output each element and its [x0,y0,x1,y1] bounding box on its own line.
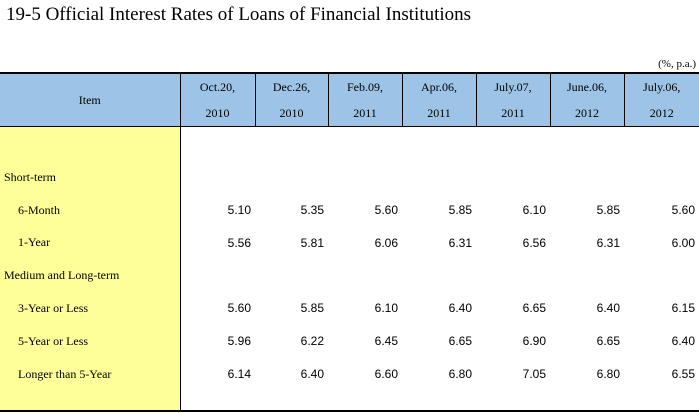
bottom-row [0,390,699,412]
item-header: Item [0,72,181,127]
rate-cell: 5.85 [300,301,324,316]
row-label: 3-Year or Less [0,292,181,325]
date-header: Apr.06, 2011 [401,72,477,127]
page-title: 19-5 Official Interest Rates of Loans of… [6,4,472,25]
rate-cell: 6.31 [596,235,620,250]
table-row: 6-Month 5.10 5.35 5.60 5.85 6.10 5.85 5.… [0,193,699,227]
date-header: Dec.26, 2010 [254,72,329,127]
row-label: 1-Year [0,226,181,260]
rate-cell: 6.14 [227,367,251,382]
interest-rate-table: Item Oct.20, 2010 Dec.26, 2010 Feb.09, 2011… [0,72,699,412]
rate-cell: 6.40 [671,334,695,349]
rate-cell: 6.10 [374,301,398,316]
date-header: Oct.20, 2010 [179,72,256,127]
rate-cell: 6.15 [671,301,695,316]
rate-cell: 5.85 [596,203,620,218]
spacer-row [0,126,699,161]
date-header-line1: July.07, [494,80,532,94]
table-row: 1-Year 5.56 5.81 6.06 6.31 6.56 6.31 6.0… [0,226,699,260]
date-header-line1: Apr.06, [421,80,457,94]
rate-cell: 6.40 [596,301,620,316]
rate-cell: 6.45 [374,334,398,349]
table-row: Longer than 5-Year 6.14 6.40 6.60 6.80 7… [0,357,699,391]
rate-cell: 5.81 [300,235,324,250]
rate-cell: 6.31 [448,235,472,250]
date-header: Feb.09, 2011 [327,72,403,127]
rate-cell: 5.96 [227,334,251,349]
rate-cell: 6.06 [374,235,398,250]
spacer-cell [0,126,181,161]
date-header-line1: Dec.26, [272,80,311,94]
rate-cell: 6.00 [671,235,695,250]
rate-cell: 6.40 [448,301,472,316]
rate-cell: 5.35 [300,203,324,218]
row-label: Medium and Long-term [0,259,181,293]
table-row: 3-Year or Less 5.60 5.85 6.10 6.40 6.65 … [0,292,699,325]
row-label: 5-Year or Less [0,324,181,358]
rate-cell: 5.85 [448,203,472,218]
rate-cell: 7.05 [522,367,546,382]
rate-cell: 5.60 [227,301,251,316]
header-row: Item Oct.20, 2010 Dec.26, 2010 Feb.09, 2011… [0,72,699,127]
rate-cell: 6.60 [374,367,398,382]
table-row: Short-term [0,160,699,194]
rate-cell: 6.80 [596,367,620,382]
rate-cell: 6.65 [448,334,472,349]
rate-cell: 6.10 [522,203,546,218]
date-header-line2: 2010 [279,106,304,120]
date-header: July.06, 2012 [623,72,699,127]
date-header-line2: 2011 [353,106,377,120]
rate-cell: 6.90 [522,334,546,349]
date-header-line2: 2012 [649,106,674,120]
bottom-cell [0,390,181,412]
date-header-line1: July.06, [643,80,681,94]
date-header-line1: June.06, [567,80,607,94]
rate-cell: 5.60 [671,203,695,218]
unit-note: (%, p.a.) [658,58,696,70]
date-header-line2: 2011 [501,106,525,120]
rate-cell: 6.65 [522,301,546,316]
date-header-line2: 2011 [427,106,451,120]
table-row: Medium and Long-term [0,259,699,293]
rate-cell: 6.80 [448,367,472,382]
table-row: 5-Year or Less 5.96 6.22 6.45 6.65 6.90 … [0,324,699,358]
row-label: Longer than 5-Year [0,357,181,391]
date-header: July.07, 2011 [475,72,551,127]
rate-cell: 6.65 [596,334,620,349]
rate-cell: 6.56 [522,235,546,250]
rate-cell: 6.22 [300,334,324,349]
rate-cell: 5.60 [374,203,398,218]
row-label: Short-term [0,160,181,194]
date-header-line1: Oct.20, [199,80,236,94]
rate-cell: 5.10 [227,203,251,218]
rate-cell: 6.40 [300,367,324,382]
date-header-line1: Feb.09, [347,80,383,94]
date-header-line2: 2010 [205,106,230,120]
date-header: June.06, 2012 [549,72,625,127]
date-header-line2: 2012 [575,106,599,120]
row-label: 6-Month [0,193,181,227]
rate-cell: 6.55 [671,367,695,382]
rate-cell: 5.56 [227,235,251,250]
